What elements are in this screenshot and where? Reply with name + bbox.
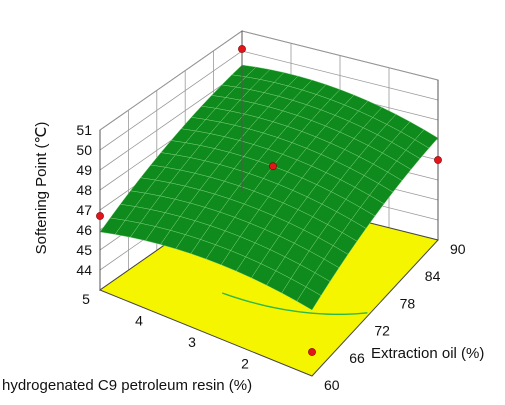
design-point (269, 162, 277, 171)
x-tick-label: 90 (450, 241, 466, 257)
x-tick-label: 72 (374, 323, 390, 339)
response-surface (99, 64, 439, 311)
y-tick-labels: 5 4 3 2 (82, 291, 249, 372)
z-tick-label: 48 (76, 182, 92, 198)
design-point (434, 156, 442, 164)
z-tick-label: 50 (76, 142, 92, 158)
x-tick-label: 84 (425, 268, 441, 284)
z-tick-label: 45 (76, 242, 92, 258)
y-tick-label: 3 (188, 334, 196, 350)
design-points (96, 45, 442, 356)
y-axis-label: hydrogenated C9 petroleum resin (%) (2, 377, 252, 394)
y-tick-label: 2 (241, 356, 249, 372)
surface-patch (296, 286, 322, 311)
z-tick-labels: 44 45 46 47 48 49 50 51 (76, 122, 92, 278)
design-point (96, 212, 104, 220)
z-tick-label: 44 (76, 262, 92, 278)
y-tick-label: 5 (82, 291, 90, 307)
design-point (308, 348, 316, 356)
z-axis-label: Softening Point (℃) (33, 122, 50, 255)
x-tick-labels: 60 66 72 78 84 90 (324, 241, 466, 393)
z-tick-label: 49 (76, 162, 92, 178)
y-tick-label: 4 (135, 313, 143, 329)
x-tick-label: 78 (400, 295, 416, 311)
x-tick-label: 60 (324, 377, 340, 393)
z-tick-label: 47 (76, 202, 92, 218)
x-tick-label: 66 (349, 350, 365, 366)
floor-contour (221, 292, 368, 316)
x-axis-label: Extraction oil (%) (371, 345, 484, 362)
z-tick-label: 51 (76, 122, 92, 138)
design-point (238, 45, 246, 53)
z-tick-label: 46 (76, 222, 92, 238)
